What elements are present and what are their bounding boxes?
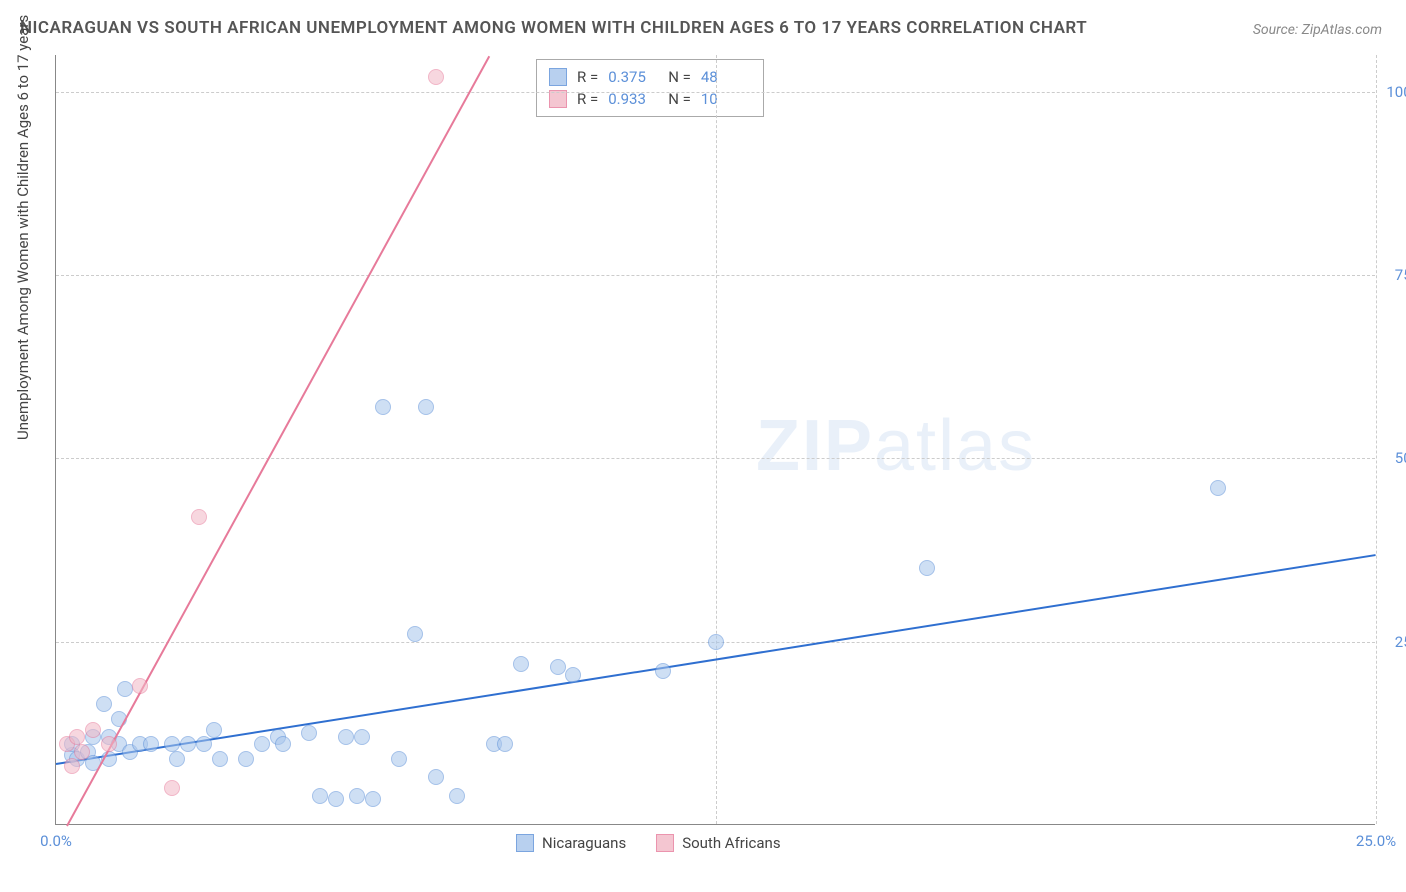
data-point bbox=[375, 399, 391, 415]
data-point bbox=[312, 788, 328, 804]
r-label: R = bbox=[577, 90, 598, 108]
data-point bbox=[85, 722, 101, 738]
data-point bbox=[191, 509, 207, 525]
data-point bbox=[132, 678, 148, 694]
y-tick-label: 100.0% bbox=[1380, 83, 1406, 101]
chart-title: NICARAGUAN VS SOUTH AFRICAN UNEMPLOYMENT… bbox=[20, 18, 1087, 38]
correlation-chart: NICARAGUAN VS SOUTH AFRICAN UNEMPLOYMENT… bbox=[0, 0, 1406, 892]
data-point bbox=[328, 791, 344, 807]
data-point bbox=[275, 736, 291, 752]
swatch-nicaraguans bbox=[549, 68, 567, 86]
data-point bbox=[449, 788, 465, 804]
n-label: N = bbox=[668, 68, 691, 86]
data-point bbox=[164, 780, 180, 796]
r-label: R = bbox=[577, 68, 598, 86]
data-point bbox=[69, 729, 85, 745]
y-tick-label: 50.0% bbox=[1380, 449, 1406, 467]
data-point bbox=[301, 725, 317, 741]
data-point bbox=[164, 736, 180, 752]
data-point bbox=[64, 758, 80, 774]
watermark-bold: ZIP bbox=[756, 406, 874, 486]
data-point bbox=[212, 751, 228, 767]
data-point bbox=[143, 736, 159, 752]
data-point bbox=[354, 729, 370, 745]
trendline-south-africans bbox=[66, 56, 490, 827]
y-tick-label: 25.0% bbox=[1380, 633, 1406, 651]
data-point bbox=[919, 560, 935, 576]
r-value-nicaraguans: 0.375 bbox=[608, 68, 658, 86]
data-point bbox=[96, 696, 112, 712]
watermark-light: atlas bbox=[874, 406, 1036, 486]
n-label: N = bbox=[668, 90, 691, 108]
x-tick-label: 25.0% bbox=[1356, 832, 1396, 850]
n-value-nicaraguans: 48 bbox=[701, 68, 751, 86]
data-point bbox=[338, 729, 354, 745]
data-point bbox=[180, 736, 196, 752]
data-point bbox=[365, 791, 381, 807]
data-point bbox=[655, 663, 671, 679]
data-point bbox=[513, 656, 529, 672]
data-point bbox=[117, 681, 133, 697]
data-point bbox=[196, 736, 212, 752]
data-point bbox=[428, 769, 444, 785]
r-value-south-africans: 0.933 bbox=[608, 90, 658, 108]
data-point bbox=[708, 634, 724, 650]
data-point bbox=[101, 736, 117, 752]
y-axis-label: Unemployment Among Women with Children A… bbox=[14, 15, 32, 440]
data-point bbox=[1210, 480, 1226, 496]
data-point bbox=[418, 399, 434, 415]
n-value-south-africans: 10 bbox=[701, 90, 751, 108]
gridline-vertical bbox=[1376, 55, 1377, 824]
data-point bbox=[254, 736, 270, 752]
data-point bbox=[428, 69, 444, 85]
plot-area: ZIPatlas R = 0.375 N = 48 R = 0.933 N = … bbox=[55, 55, 1375, 825]
series-name: Nicaraguans bbox=[542, 834, 626, 852]
data-point bbox=[565, 667, 581, 683]
data-point bbox=[206, 722, 222, 738]
series-legend: Nicaraguans South Africans bbox=[516, 834, 781, 852]
x-tick-label: 0.0% bbox=[40, 832, 72, 850]
series-name: South Africans bbox=[682, 834, 780, 852]
data-point bbox=[550, 659, 566, 675]
correlation-legend-box: R = 0.375 N = 48 R = 0.933 N = 10 bbox=[536, 59, 764, 117]
data-point bbox=[238, 751, 254, 767]
data-point bbox=[349, 788, 365, 804]
swatch-south-africans bbox=[549, 90, 567, 108]
swatch-nicaraguans bbox=[516, 834, 534, 852]
swatch-south-africans bbox=[656, 834, 674, 852]
data-point bbox=[407, 626, 423, 642]
data-point bbox=[497, 736, 513, 752]
source-attribution: Source: ZipAtlas.com bbox=[1253, 22, 1382, 38]
legend-row-nicaraguans: R = 0.375 N = 48 bbox=[549, 66, 751, 88]
data-point bbox=[169, 751, 185, 767]
data-point bbox=[391, 751, 407, 767]
gridline-vertical bbox=[716, 55, 717, 824]
watermark: ZIPatlas bbox=[756, 405, 1036, 487]
legend-item-south-africans: South Africans bbox=[656, 834, 780, 852]
data-point bbox=[74, 744, 90, 760]
y-tick-label: 75.0% bbox=[1380, 266, 1406, 284]
legend-item-nicaraguans: Nicaraguans bbox=[516, 834, 626, 852]
